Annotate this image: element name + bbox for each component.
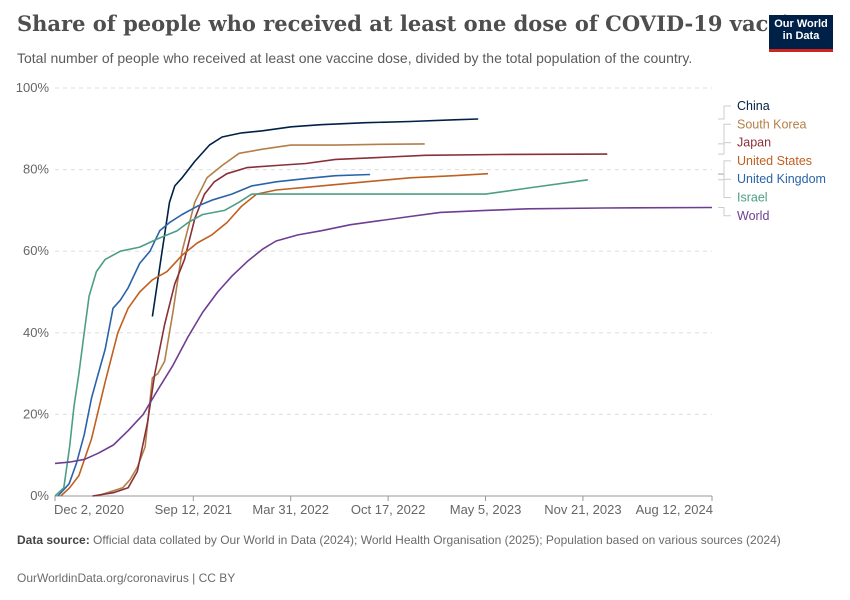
series-line — [54, 179, 588, 497]
x-tick-label: Dec 2, 2020 — [54, 502, 124, 517]
legend-connector — [718, 142, 731, 155]
logo-line-1: Our World — [774, 18, 828, 30]
y-tick-label: 60% — [23, 243, 49, 258]
y-tick-label: 100% — [16, 80, 50, 95]
x-tick-label: Mar 31, 2022 — [252, 502, 329, 517]
chart-subtitle: Total number of people who received at l… — [17, 50, 693, 66]
y-tick-label: 80% — [23, 162, 49, 177]
logo-line-2: in Data — [782, 30, 820, 42]
series-line — [151, 118, 479, 317]
credit-link[interactable]: OurWorldinData.org/coronavirus | CC BY — [17, 571, 236, 585]
legend-label[interactable]: China — [737, 99, 770, 113]
legend-connector — [718, 105, 731, 120]
legend-connector — [718, 123, 731, 145]
x-tick-label: Nov 21, 2023 — [544, 502, 621, 517]
data-source-text: Official data collated by Our World in D… — [89, 533, 781, 547]
x-tick-label: Aug 12, 2024 — [636, 502, 713, 517]
legend-label[interactable]: United States — [737, 154, 812, 168]
x-tick-label: May 5, 2023 — [450, 502, 522, 517]
series-line — [92, 153, 608, 497]
gridlines — [55, 87, 712, 497]
legend-connector — [718, 207, 731, 217]
series-lines — [54, 118, 713, 497]
y-tick-label: 20% — [23, 406, 49, 421]
legend-label[interactable]: Japan — [737, 136, 771, 150]
y-tick-label: 40% — [23, 325, 49, 340]
chart-title: Share of people who received at least on… — [17, 11, 818, 36]
series-line — [54, 206, 713, 465]
x-tick-label: Oct 17, 2022 — [351, 502, 425, 517]
legend-label[interactable]: United Kingdom — [737, 172, 826, 186]
legend-label[interactable]: Israel — [737, 191, 768, 205]
legend-connector — [718, 179, 731, 198]
legend-connector — [718, 174, 731, 180]
owid-logo[interactable]: Our World in Data — [769, 15, 833, 52]
series-line — [96, 143, 425, 497]
x-tick-label: Sep 12, 2021 — [155, 502, 232, 517]
data-source-note: Data source: Official data collated by O… — [17, 533, 807, 548]
data-source-label: Data source: — [17, 533, 90, 547]
x-axis: Dec 2, 2020 Sep 12, 2021 Mar 31, 2022 Oct 1… — [54, 496, 713, 517]
legend-label[interactable]: South Korea — [737, 117, 807, 131]
legend[interactable]: China South Korea Japan United States United… — [718, 99, 826, 223]
y-axis: 0% 20% 40% 60% 80% 100% — [16, 80, 50, 503]
legend-connector — [718, 160, 731, 175]
legend-label[interactable]: World — [737, 209, 769, 223]
series-line — [60, 172, 489, 497]
series-line — [57, 173, 371, 497]
y-tick-label: 0% — [30, 488, 49, 503]
